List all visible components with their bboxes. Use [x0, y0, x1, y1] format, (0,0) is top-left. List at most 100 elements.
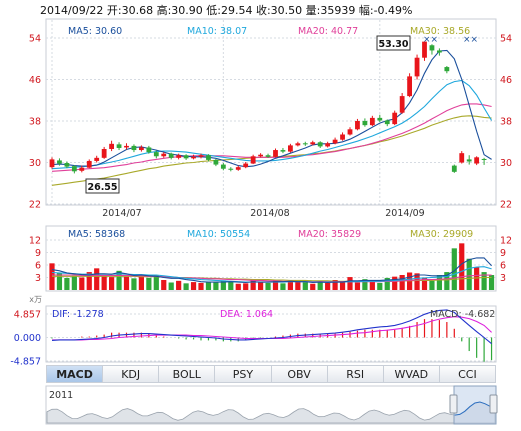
candle-body [317, 142, 323, 147]
candle-body [481, 158, 487, 160]
volume-tick-left: 12 [29, 236, 41, 247]
legend-ma30: MA30: 38.56 [410, 26, 470, 37]
candle-body [228, 168, 234, 170]
candle-body [191, 156, 196, 159]
candle-body [288, 145, 293, 152]
volume-bar [146, 277, 152, 290]
expand-markers[interactable]: ⨯⨯ ⨯⨯ [423, 35, 478, 45]
annotation-box [376, 35, 411, 51]
volume-bar [287, 280, 293, 290]
vol-ma20-line [52, 274, 492, 283]
candle-body [437, 50, 442, 53]
candle-body [57, 160, 62, 164]
legend-ma20: MA20: 40.77 [298, 26, 358, 37]
price-tick-left: 54 [29, 34, 41, 45]
volume-bar [295, 281, 301, 290]
candle-body [399, 96, 405, 113]
volume-bar [86, 272, 92, 290]
date-tick: 2014/07 [102, 208, 141, 219]
candle [325, 141, 331, 148]
volume-bar [310, 283, 316, 290]
candle-body [235, 167, 241, 170]
macd-legend-dif: DIF: -1.278 [52, 309, 104, 320]
annotation-box [85, 178, 120, 194]
volume-bar [444, 272, 450, 290]
volume-bar [123, 276, 130, 290]
volume-bar [243, 283, 249, 290]
candle [258, 153, 263, 158]
macd-grid [46, 313, 496, 362]
tab-psy[interactable]: PSY [215, 365, 272, 383]
volume-bar [138, 275, 144, 290]
volume-bar [183, 283, 189, 290]
price-ma-lines [51, 49, 493, 186]
volume-tick-left: 9 [35, 248, 41, 259]
price-tick-left: 22 [29, 200, 41, 211]
price-tick-left: 38 [29, 117, 41, 128]
candle-body [131, 145, 137, 151]
candle-body [280, 150, 286, 152]
candle [124, 143, 129, 150]
candle-body [392, 112, 398, 125]
legend-ma10: MA10: 38.07 [187, 26, 247, 37]
candle [429, 44, 435, 55]
candle-body [325, 143, 331, 147]
tab-rsi[interactable]: RSI [327, 365, 384, 383]
tab-cci[interactable]: CCI [439, 365, 496, 383]
volume-bar [161, 280, 167, 290]
candle [347, 127, 353, 136]
macd-tick: 4.857 [14, 310, 41, 321]
tab-obv[interactable]: OBV [271, 365, 328, 383]
candle [243, 161, 249, 169]
tab-boll[interactable]: BOLL [159, 365, 216, 383]
date-tick: 2014/09 [385, 208, 424, 219]
candle [116, 142, 122, 151]
volume-bar [436, 275, 442, 290]
candle-body [295, 143, 301, 146]
navigator-right-handle[interactable] [489, 394, 498, 414]
volume-bar [317, 281, 323, 290]
candle-body [422, 41, 427, 58]
volume-tick-right: 3 [500, 273, 506, 284]
candle-body [355, 121, 360, 130]
candle-body [64, 163, 70, 167]
price-tick-left: 30 [29, 158, 41, 169]
volume-tick-left: 6 [35, 261, 41, 272]
navigator-window-line [454, 401, 496, 416]
candle-body [474, 157, 480, 164]
tab-wvad[interactable]: WVAD [383, 365, 440, 383]
volume-tick-right: 9 [500, 248, 506, 259]
volume-bar [265, 282, 271, 290]
candle [153, 150, 159, 159]
candle-body [384, 120, 390, 125]
candle [384, 119, 390, 127]
price-grid [46, 20, 496, 205]
candle [332, 137, 338, 145]
candle-body [206, 155, 211, 160]
tab-kdj[interactable]: KDJ [103, 365, 160, 383]
candle [362, 118, 368, 127]
marker-icon[interactable]: ⨯⨯ [463, 35, 478, 45]
volume-bar [421, 277, 428, 290]
volume-bar [94, 268, 100, 290]
candle-body [101, 149, 107, 158]
volume-bar [466, 258, 472, 290]
candle [206, 154, 211, 162]
price-tick-right: 46 [500, 75, 512, 86]
tab-macd[interactable]: MACD [46, 365, 104, 383]
volume-bar [384, 277, 390, 290]
vol-legend-ma30: MA30: 29909 [410, 229, 473, 240]
volume-bar [198, 282, 204, 290]
candle-body [466, 159, 472, 162]
volume-bar [153, 275, 159, 290]
navigator-left-handle[interactable] [449, 394, 458, 414]
candle [183, 154, 189, 160]
candle-body [176, 155, 182, 158]
price-axis: 54 54 46 46 38 38 30 30 22 22 [29, 34, 512, 211]
volume-tick-right: 6 [500, 261, 506, 272]
volume-bar [377, 282, 383, 290]
macd-tick: 0.000 [14, 333, 41, 344]
marker-icon[interactable]: ⨯⨯ [423, 35, 438, 45]
volume-bar [190, 282, 197, 290]
